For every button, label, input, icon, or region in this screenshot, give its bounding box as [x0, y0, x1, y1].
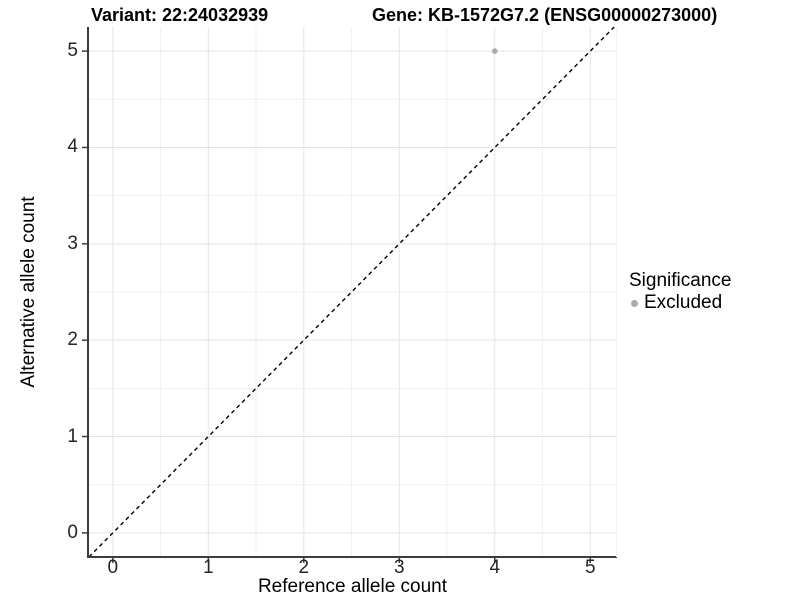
- data-point: [491, 48, 498, 54]
- legend-point-icon: [631, 299, 638, 307]
- legend: Significance Excluded: [629, 271, 731, 313]
- y-tick-label: 5: [67, 40, 78, 62]
- x-tick-label: 4: [489, 557, 501, 578]
- legend-title: Significance: [629, 270, 732, 291]
- plot-title-gene: Gene: KB-1572G7.2 (ENSG00000273000): [372, 5, 718, 25]
- y-tick-label: 1: [67, 425, 78, 447]
- y-tick-label: 4: [67, 136, 78, 158]
- y-tick-label: 0: [67, 521, 78, 543]
- x-axis-title: Reference allele count: [257, 576, 448, 597]
- legend-entry-label: Excluded: [644, 292, 723, 313]
- y-axis-title: Alternative allele count: [18, 196, 39, 388]
- panel-right-edge-line: [616, 27, 617, 557]
- x-tick-label: 0: [107, 557, 119, 578]
- y-tick-label: 3: [67, 232, 78, 254]
- legend-entry-excluded: Excluded: [629, 293, 731, 313]
- y-tick-label: 2: [67, 329, 78, 351]
- x-tick-label: 1: [203, 557, 214, 578]
- x-tick-label: 5: [584, 557, 596, 578]
- x-tick-label: 3: [393, 557, 405, 578]
- plot-title-variant: Variant: 22:24032939: [91, 5, 269, 25]
- x-tick-label: 2: [298, 557, 310, 578]
